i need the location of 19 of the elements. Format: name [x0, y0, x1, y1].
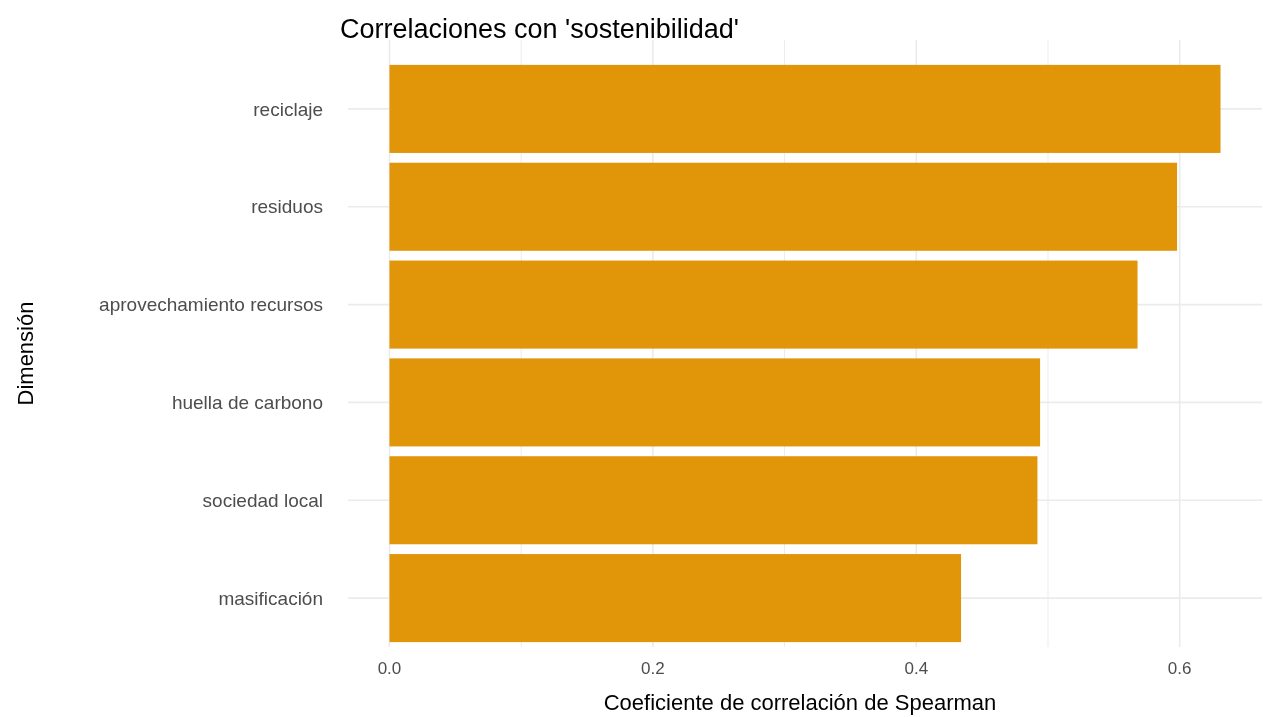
bar [389, 554, 962, 643]
chart-title: Correlaciones con 'sostenibilidad' [340, 14, 740, 44]
bar [389, 64, 1221, 153]
bar [389, 162, 1178, 251]
y-tick-label: aprovechamiento recursos [99, 294, 323, 316]
y-tick-label: reciclaje [253, 98, 323, 120]
x-tick-label: 0.0 [377, 659, 402, 678]
bar [389, 456, 1038, 545]
y-tick-label: residuos [251, 196, 323, 218]
y-tick-label: huella de carbono [171, 392, 323, 414]
y-axis-title: Dimensión [13, 301, 38, 406]
y-tick-label: masificación [218, 587, 323, 609]
x-tick-label: 0.4 [904, 659, 929, 678]
bar [389, 358, 1041, 447]
x-axis-title: Coeficiente de correlación de Spearman [603, 690, 997, 715]
x-tick-label: 0.2 [641, 659, 665, 678]
x-tick-label: 0.6 [1167, 659, 1192, 678]
bar [389, 260, 1138, 349]
y-tick-label: sociedad local [202, 489, 323, 511]
